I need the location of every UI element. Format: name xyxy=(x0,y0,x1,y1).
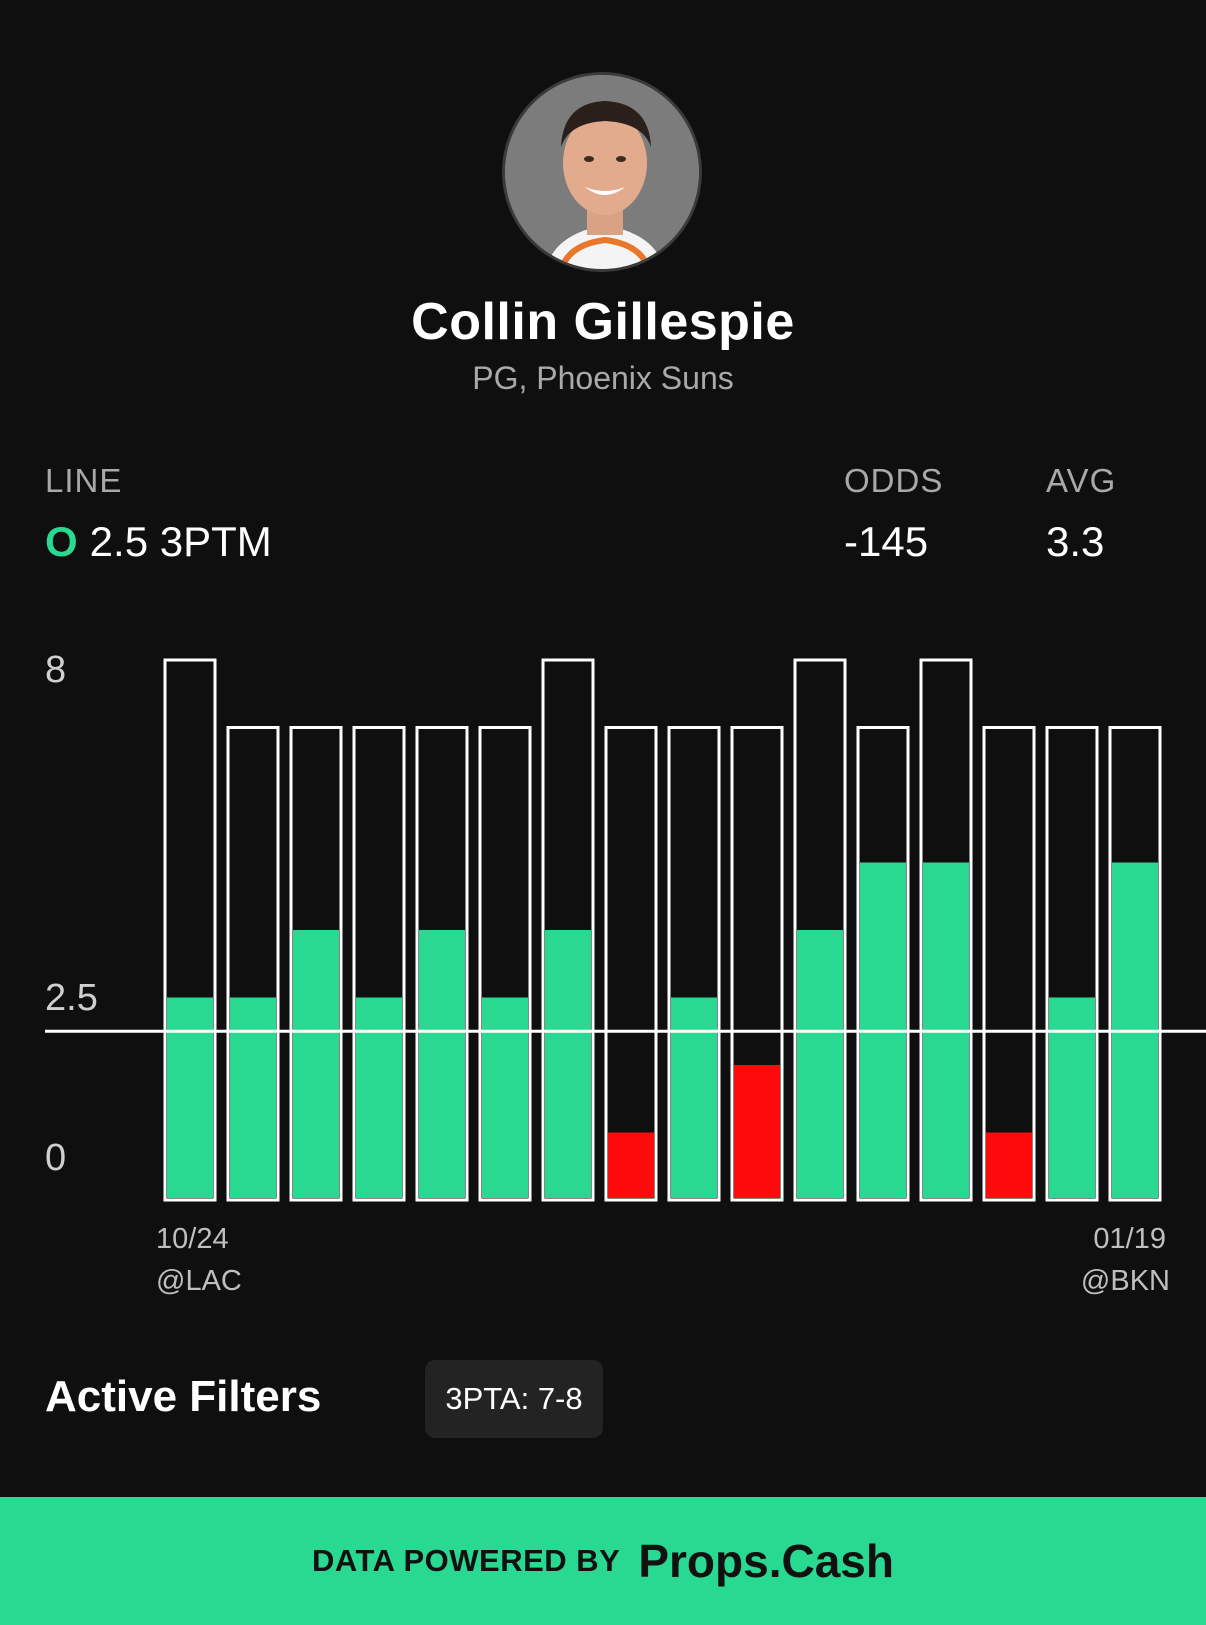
odds-label: ODDS xyxy=(844,462,944,499)
bar-made-8[interactable] xyxy=(608,1132,654,1199)
player-headshot-icon xyxy=(505,75,699,269)
bar-made-9[interactable] xyxy=(671,997,717,1199)
bar-made-15[interactable] xyxy=(1049,997,1095,1199)
x-label-last-opp: @BKN xyxy=(1081,1265,1170,1297)
bar-made-5[interactable] xyxy=(419,930,465,1198)
bar-made-2[interactable] xyxy=(230,997,276,1199)
game-log-chart: 8 2.5 0 10/24 @LAC 01/19 @BKN xyxy=(45,649,1206,1297)
odds-value: -145 xyxy=(844,518,929,565)
avg-value: 3.3 xyxy=(1046,518,1105,565)
bar-made-10[interactable] xyxy=(734,1065,780,1198)
x-label-first-date: 10/24 xyxy=(156,1223,229,1255)
player-avatar xyxy=(502,72,702,272)
bar-made-1[interactable] xyxy=(167,997,213,1199)
player-name: Collin Gillespie xyxy=(411,293,795,351)
footer-banner[interactable]: DATA POWERED BY Props.Cash xyxy=(0,1497,1206,1625)
bar-made-7[interactable] xyxy=(545,930,591,1198)
y-tick-line: 2.5 xyxy=(45,977,98,1019)
line-value-container: O 2.5 3PTM xyxy=(45,518,272,566)
bar-attempts-8 xyxy=(604,726,658,1202)
line-value: 2.5 3PTM xyxy=(89,518,272,565)
player-position-team: PG, Phoenix Suns xyxy=(472,360,734,396)
filter-chip-3pta[interactable]: 3PTA: 7-8 xyxy=(425,1360,603,1438)
bar-made-4[interactable] xyxy=(356,997,402,1199)
bars-group xyxy=(163,658,1162,1202)
footer-prefix: DATA POWERED BY xyxy=(312,1543,621,1578)
footer-brand: Props.Cash xyxy=(638,1535,894,1587)
bar-made-14[interactable] xyxy=(986,1132,1032,1199)
bar-made-11[interactable] xyxy=(797,930,843,1198)
x-label-last-date: 01/19 xyxy=(1093,1223,1166,1255)
bar-made-3[interactable] xyxy=(293,930,339,1198)
y-tick-max: 8 xyxy=(45,649,66,691)
x-label-first-opp: @LAC xyxy=(156,1265,242,1297)
active-filters-title: Active Filters xyxy=(45,1372,322,1421)
line-label: LINE xyxy=(45,462,123,499)
bar-attempts-14 xyxy=(982,726,1036,1202)
y-tick-zero: 0 xyxy=(45,1137,66,1179)
over-indicator: O xyxy=(45,518,78,565)
bar-made-6[interactable] xyxy=(482,997,528,1199)
avg-label: AVG xyxy=(1046,462,1117,499)
